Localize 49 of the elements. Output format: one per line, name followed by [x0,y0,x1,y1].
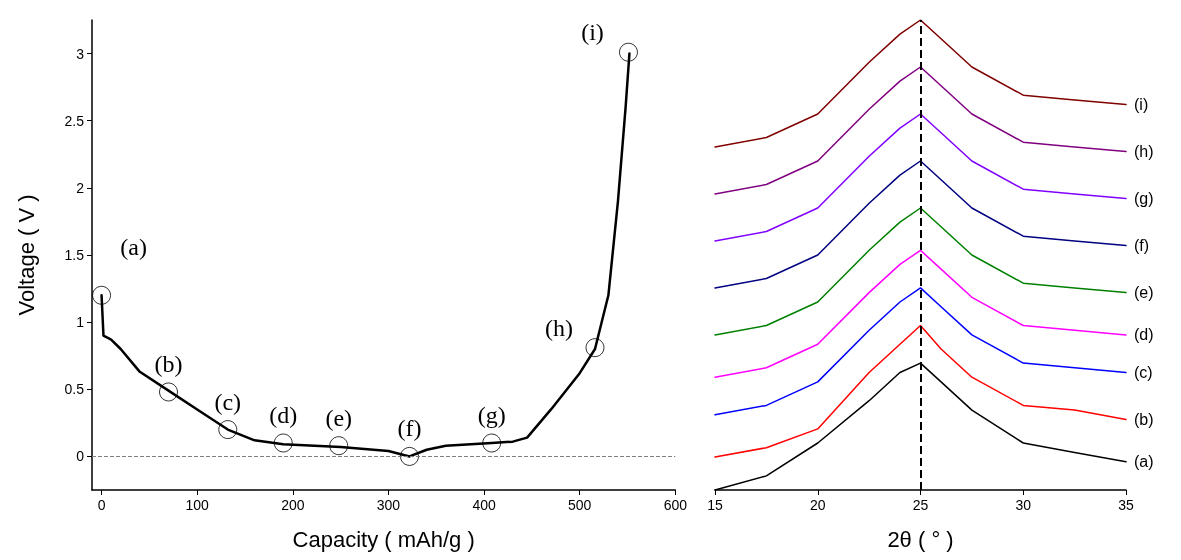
annotation: (i) [581,19,604,46]
x-tick-label: 15 [707,497,723,513]
point [159,382,178,402]
series-label: (f) [1134,237,1150,255]
series-label: (g) [1134,190,1154,208]
point [92,285,112,305]
y-tick-label: 1 [76,314,85,331]
annotation: (c) [214,388,242,415]
x-tick-label: 600 [663,497,688,513]
point [218,420,238,440]
annotation: (d) [269,402,298,428]
x-tick-label: 500 [568,497,592,513]
point [400,446,419,466]
series-label: (h) [1134,143,1154,161]
annotation: (b) [154,350,183,377]
point [618,42,638,62]
annotation: (e) [325,404,353,431]
y-tick-label: 2.5 [64,112,85,129]
annotation: (a) [120,234,147,261]
x-tick-label: 35 [1118,497,1134,513]
x-tick-label: 0 [97,497,106,513]
point [482,433,502,453]
point [585,338,605,358]
x-tick-label: 100 [185,497,210,513]
series-label: (i) [1134,96,1149,114]
annotation: (f) [397,415,422,442]
y-tick-label: 3 [76,45,85,62]
y-tick-label: 1.5 [64,247,85,263]
annotation: (g) [477,402,506,428]
series-label: (b) [1134,411,1154,428]
series-label: (d) [1134,326,1154,344]
series-label: (a) [1134,453,1154,471]
point [329,436,349,456]
series-label: (c) [1134,364,1153,381]
series-label: (e) [1134,284,1154,302]
point [273,433,293,453]
x-tick-label: 20 [809,497,826,513]
x-axis-title: Capacity ( mAh/g ) [292,526,475,552]
y-tick-label: 2 [76,179,85,196]
y-tick-label: 0.5 [64,381,85,398]
y-axis-title: Voltage ( V ) [13,194,39,316]
x-axis-title: 2θ ( ° ) [887,526,954,552]
x-tick-label: 200 [281,497,305,513]
x-tick-label: 25 [912,497,929,513]
x-tick-label: 30 [1015,497,1032,513]
x-tick-label: 300 [376,497,401,513]
y-tick-label: 0 [76,448,85,465]
x-tick-label: 400 [472,497,496,513]
annotation: (h) [545,314,573,341]
